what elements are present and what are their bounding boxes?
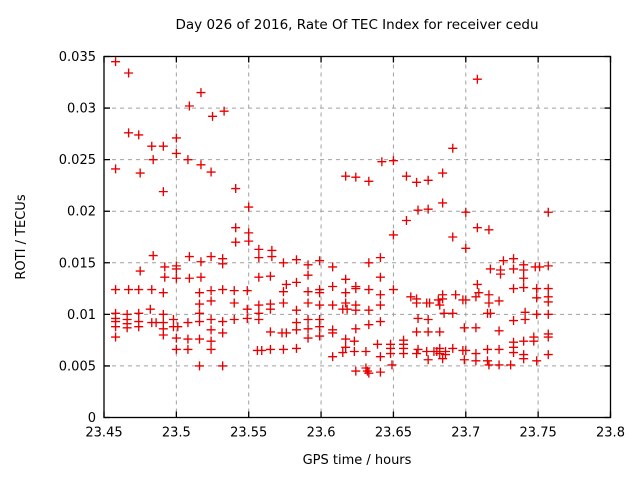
- x-tick-label: 23.5: [162, 426, 191, 441]
- tick-mark-path: [103, 55, 612, 419]
- y-tick-label: 0: [88, 411, 96, 426]
- plot-border: [103, 55, 612, 419]
- x-tick-label: 23.45: [85, 426, 122, 441]
- chart-title: Day 026 of 2016, Rate Of TEC Index for r…: [176, 17, 539, 33]
- y-tick-label: 0.02: [67, 205, 96, 220]
- x-tick-label: 23.6: [307, 426, 336, 441]
- x-tick-label: 23.55: [230, 426, 267, 441]
- x-tick-label: 23.65: [375, 426, 412, 441]
- y-tick-label: 0.01: [67, 308, 96, 323]
- axis-ticks: [103, 55, 612, 419]
- y-tick-label: 0.035: [59, 50, 96, 65]
- y-tick-label: 0.03: [67, 102, 96, 117]
- y-axis-label: ROTI / TECUs: [14, 194, 29, 279]
- x-tick-label: 23.8: [596, 426, 625, 441]
- plot-border-rect: [103, 55, 612, 419]
- scatter-series: [111, 57, 553, 378]
- x-tick-label: 23.75: [520, 426, 557, 441]
- y-tick-label: 0.015: [59, 256, 96, 271]
- scatter-points: [111, 57, 553, 378]
- x-axis-label: GPS time / hours: [303, 453, 412, 468]
- y-tick-label: 0.025: [59, 153, 96, 168]
- x-tick-label: 23.7: [451, 426, 480, 441]
- x-tick-labels: 23.45 23.5 23.55 23.6 23.65 23.7 23.75 23.8: [85, 426, 625, 441]
- y-tick-label: 0.005: [59, 359, 96, 374]
- y-tick-labels: 0 0.005 0.01 0.015 0.02 0.025 0.03 0.035: [59, 50, 96, 426]
